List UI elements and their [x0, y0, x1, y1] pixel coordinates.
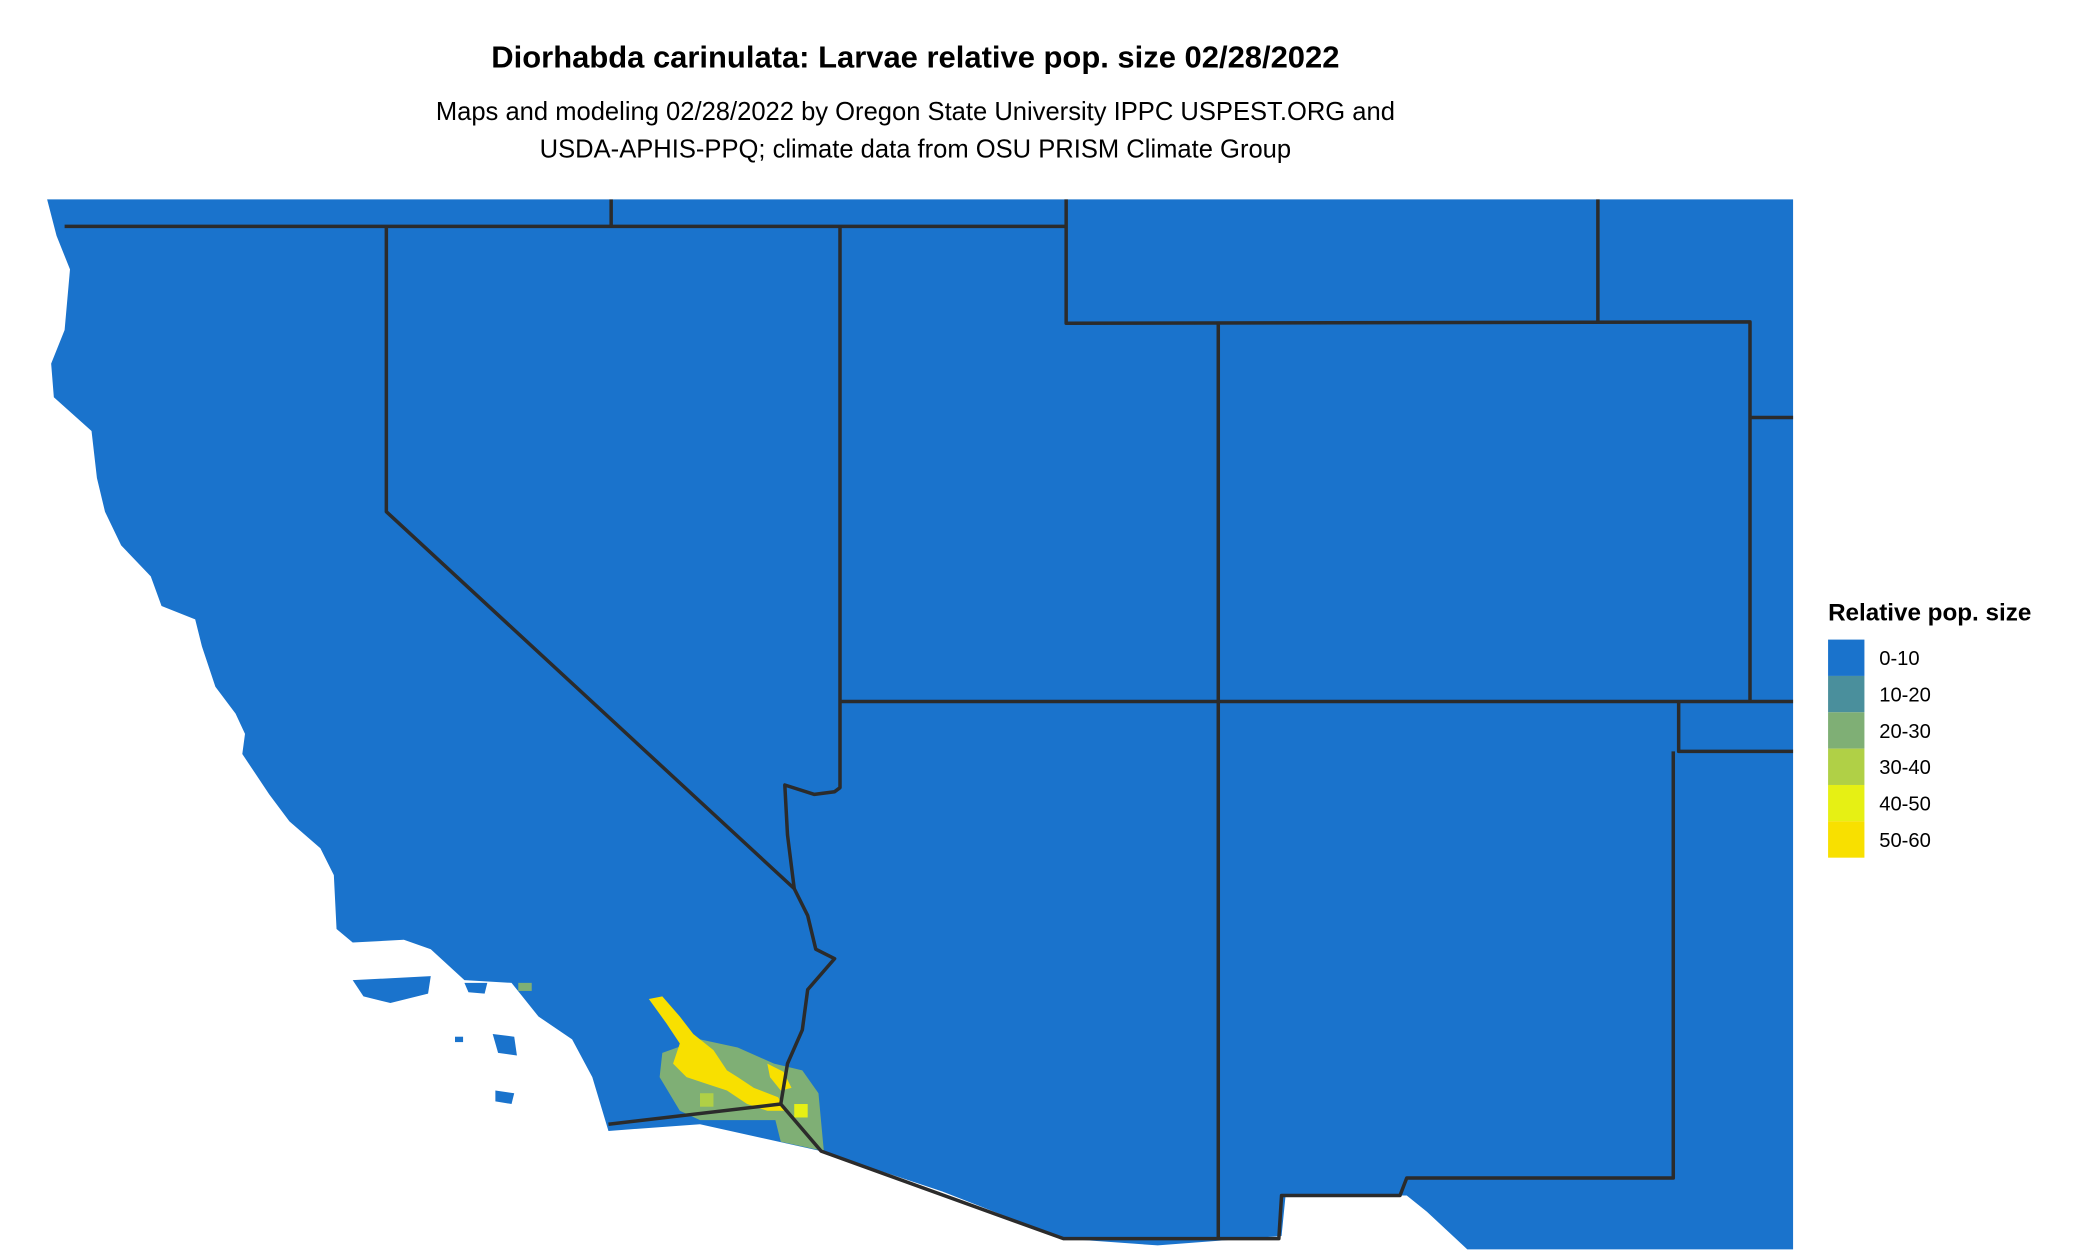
- map-title: Diorhabda carinulata: Larvae relative po…: [491, 39, 1339, 74]
- legend-swatch: [1828, 675, 1865, 713]
- legend-swatch: [1828, 712, 1865, 749]
- islands: [352, 976, 517, 1105]
- legend: Relative pop. size 0-10 10-20 20-30 30-40 40…: [1828, 600, 2031, 858]
- legend-label: 20-30: [1879, 721, 1931, 743]
- legend-swatch: [1828, 821, 1865, 858]
- legend-swatch: [1828, 784, 1865, 822]
- state-borders: [64, 199, 1794, 1241]
- legend-title: Relative pop. size: [1828, 600, 2031, 627]
- map-subtitle-1: Maps and modeling 02/28/2022 by Oregon S…: [436, 98, 1395, 126]
- legend-swatch: [1828, 639, 1865, 676]
- legend-label: 10-20: [1879, 685, 1931, 707]
- legend-swatch: [1828, 748, 1865, 785]
- legend-label: 0-10: [1879, 648, 1919, 670]
- map-area: [47, 199, 1794, 1250]
- map-subtitle-2: USDA-APHIS-PPQ; climate data from OSU PR…: [540, 136, 1291, 164]
- legend-label: 30-40: [1879, 757, 1931, 779]
- legend-label: 40-50: [1879, 794, 1931, 816]
- legend-label: 50-60: [1879, 830, 1931, 852]
- land-region-0-10: [47, 199, 1794, 1250]
